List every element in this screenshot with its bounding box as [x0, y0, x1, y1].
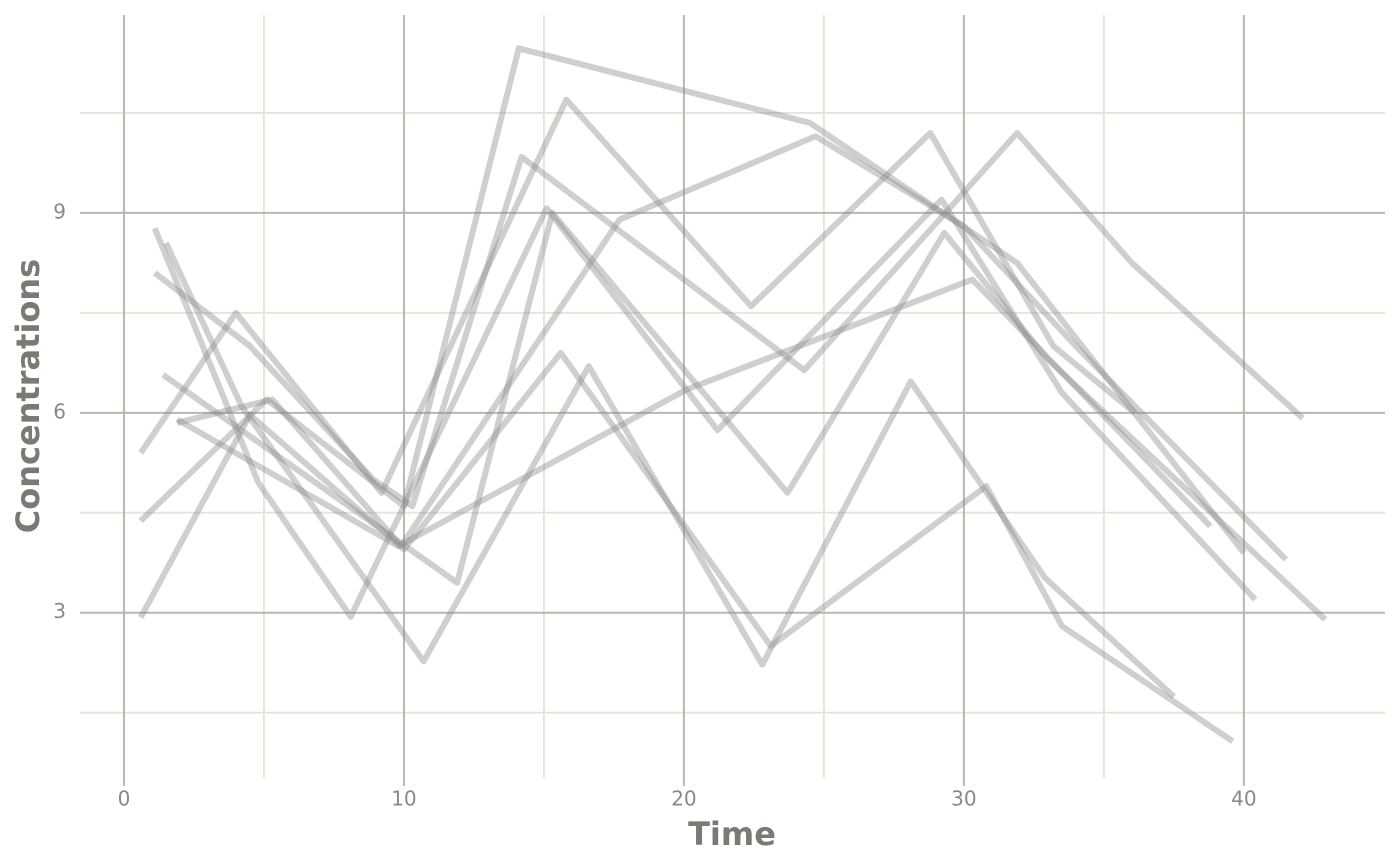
x-tick-label: 40	[1231, 787, 1256, 811]
x-tick-label: 20	[671, 787, 696, 811]
series-line	[161, 209, 1328, 622]
y-tick-label: 9	[53, 199, 66, 223]
x-tick-label: 0	[118, 787, 131, 811]
series-line	[175, 276, 1213, 550]
series-line	[138, 45, 1247, 555]
series-line	[138, 349, 1235, 744]
x-tick-label: 10	[391, 787, 416, 811]
y-axis-title: Concentrations	[9, 259, 47, 533]
x-axis-title: Time	[688, 815, 776, 853]
series-line	[163, 241, 1176, 699]
series-line	[151, 196, 1258, 620]
y-tick-label: 3	[53, 599, 66, 623]
grid	[80, 15, 1385, 786]
y-tick-label: 6	[53, 399, 66, 423]
x-tick-label: 30	[951, 787, 976, 811]
series-line	[138, 96, 1137, 496]
series-line	[152, 129, 1305, 510]
series-line	[176, 133, 1289, 562]
